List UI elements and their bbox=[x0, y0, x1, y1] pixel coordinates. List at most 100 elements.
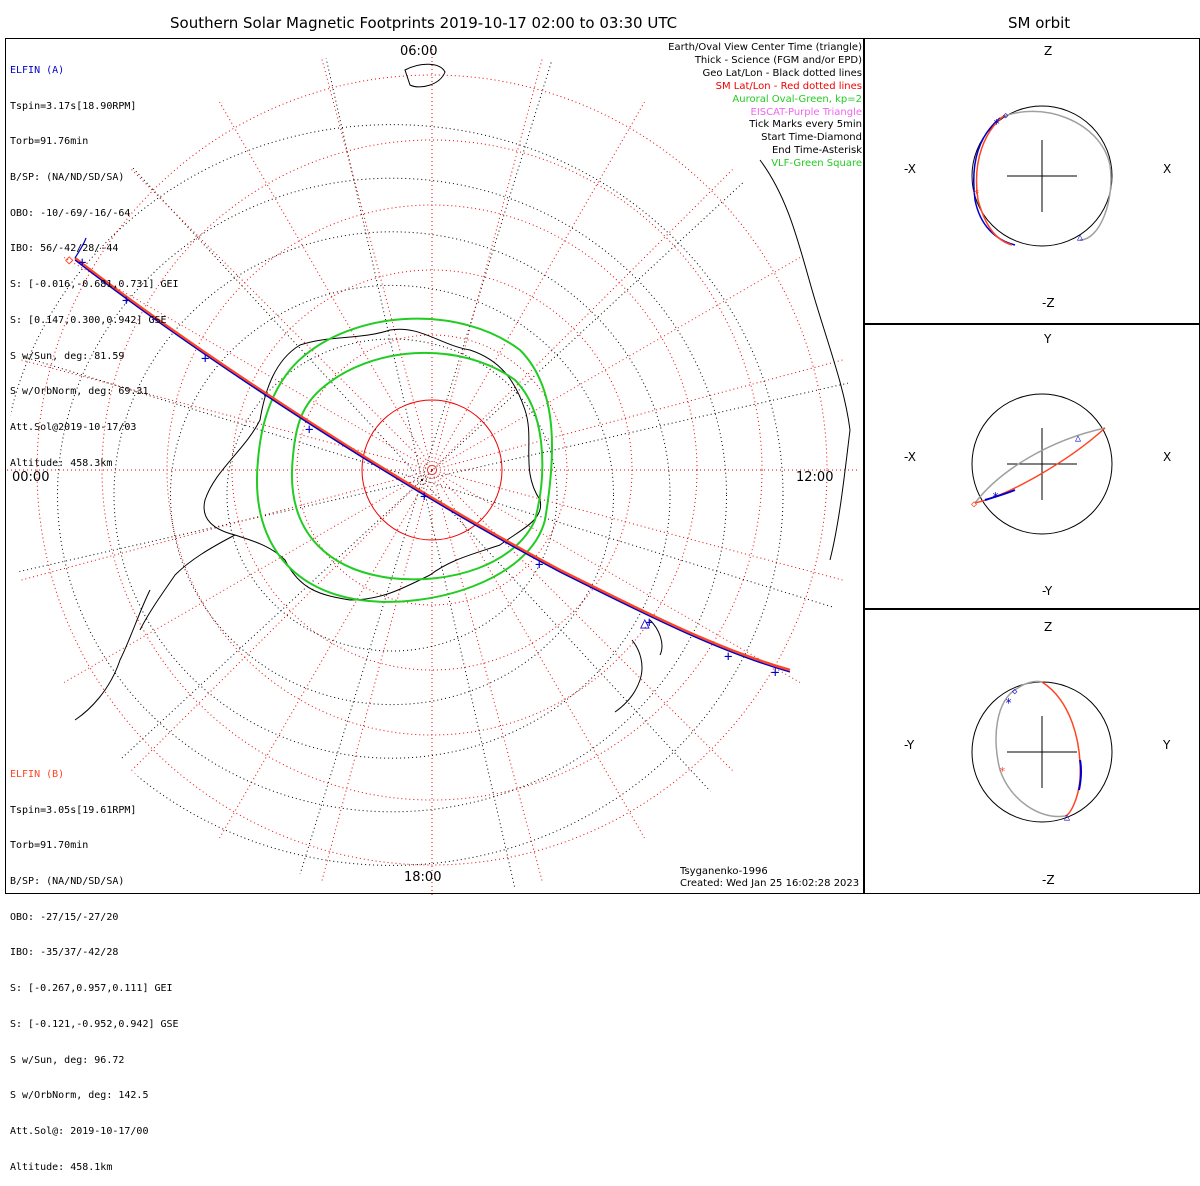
panel3-diamond: ◇ bbox=[1012, 687, 1018, 697]
elfin-b-line: Tspin=3.05s[19.61RPM] bbox=[10, 804, 137, 816]
sm-lon-line bbox=[431, 158, 744, 471]
elfin-b-line: S: [-0.121,-0.952,0.942] GSE bbox=[10, 1018, 179, 1030]
plot-title: Southern Solar Magnetic Footprints 2019-… bbox=[170, 14, 678, 32]
elfin-a-start-hook bbox=[74, 237, 87, 259]
panel3-orbit-grey2 bbox=[1017, 680, 1043, 689]
panel3-right-label: Y bbox=[1163, 738, 1171, 752]
panel2-diamond: ◇ bbox=[971, 499, 977, 510]
panel1-asterisk-b: * bbox=[973, 187, 980, 200]
elfin-b-line: S w/Sun, deg: 96.72 bbox=[10, 1054, 125, 1066]
elfin-a-line: OBO: -10/-69/-16/-64 bbox=[10, 207, 131, 219]
elfin-b-line: S: [-0.267,0.957,0.111] GEI bbox=[10, 983, 173, 995]
geo-lat-circle bbox=[57, 177, 727, 813]
elfin-a-line: IBO: 56/-42/28/-44 bbox=[10, 243, 119, 255]
panel3-bottom-label: -Z bbox=[1042, 873, 1055, 887]
sm-lon-line bbox=[50, 249, 433, 471]
legend-entry: Geo Lat/Lon - Black dotted lines bbox=[702, 67, 862, 79]
panel2-orbit-blue bbox=[984, 489, 1016, 501]
panel1-plot: * △ ◇ * bbox=[971, 105, 1113, 247]
sm-lon-line bbox=[317, 45, 433, 471]
sm-lon-line bbox=[431, 469, 744, 782]
footprint-tracks bbox=[74, 237, 791, 673]
panel1-left-label: -X bbox=[904, 162, 916, 176]
elfin-b-line: IBO: -35/37/-42/28 bbox=[10, 947, 119, 959]
geo-lat-circle bbox=[226, 338, 558, 652]
geo-latlon-grid bbox=[7, 45, 857, 895]
panel1-end-asterisk: * bbox=[993, 117, 1000, 131]
elfin-b-line: Att.Sol@: 2019-10-17/00 bbox=[10, 1126, 149, 1137]
elfin-a-line: Tspin=3.17s[18.90RPM] bbox=[10, 100, 137, 112]
panel1-right-label: X bbox=[1163, 162, 1172, 176]
panel3-plot: * ◇ △ * bbox=[971, 680, 1113, 823]
panel2-asterisk: * bbox=[992, 490, 999, 504]
sm-lat-circle bbox=[361, 399, 503, 541]
elfin-b-line: Torb=91.70min bbox=[10, 840, 89, 852]
elfin-a-line: Altitude: 458.3km bbox=[10, 457, 113, 469]
geo-lon-line bbox=[285, 479, 423, 895]
geo-lon-line bbox=[421, 479, 525, 895]
panel2-triangle: △ bbox=[1075, 433, 1081, 444]
sm-lon-line bbox=[431, 469, 653, 852]
elfin-b-line: S w/OrbNorm, deg: 142.5 bbox=[10, 1090, 149, 1102]
tick-mark: + bbox=[535, 557, 543, 573]
panel1-earth-circle bbox=[971, 105, 1113, 247]
geo-lat-circle bbox=[7, 124, 784, 866]
panel2-top-label: Y bbox=[1044, 332, 1052, 346]
tick-mark: + bbox=[420, 489, 428, 505]
panel3-triangle: △ bbox=[1064, 812, 1070, 823]
geo-lon-line bbox=[109, 142, 423, 481]
credits: Tsyganenko-1996 Created: Wed Jan 25 16:02… bbox=[680, 866, 859, 890]
elfin-a-line: S: [0.147,0.300,0.942] GSE bbox=[10, 314, 167, 326]
tick-mark: + bbox=[645, 615, 653, 631]
geo-lon-line bbox=[7, 479, 423, 583]
panel1-orbit-b-red bbox=[975, 114, 1013, 246]
auroral-ovals bbox=[256, 317, 553, 603]
tick-mark: + bbox=[724, 649, 732, 665]
auroral-oval-inner bbox=[290, 351, 544, 581]
panel1-orbit-b bbox=[999, 110, 1112, 241]
panel2-plot: * △ ◇ bbox=[971, 393, 1113, 535]
mlt-label-00: 00:00 bbox=[12, 470, 50, 485]
sm-latlon-grid bbox=[7, 45, 857, 895]
tick-mark: + bbox=[305, 422, 313, 438]
elfin-a-info: ELFIN (A) Tspin=3.17s[18.90RPM] Torb=91.… bbox=[10, 41, 179, 482]
sm-lon-line bbox=[211, 88, 433, 471]
sm-lon-line bbox=[431, 469, 547, 895]
legend-entry: EISCAT-Purple Triangle bbox=[750, 106, 863, 118]
panel3-asterisk-b: * bbox=[999, 765, 1006, 778]
tick-mark: + bbox=[771, 665, 779, 681]
view-center-triangle: △ bbox=[640, 613, 650, 632]
elfin-b-line: OBO: -27/15/-27/20 bbox=[10, 911, 119, 923]
legend-entry: VLF-Green Square bbox=[771, 158, 862, 170]
elfin-a-line: S w/OrbNorm, deg: 69.31 bbox=[10, 386, 149, 398]
sm-lon-line bbox=[120, 158, 433, 471]
elfin-a-line: S w/Sun, deg: 81.59 bbox=[10, 350, 125, 362]
elfin-b-name: ELFIN (B) bbox=[10, 768, 65, 780]
sm-orbit-title: SM orbit bbox=[1008, 14, 1071, 32]
tick-mark: + bbox=[201, 351, 209, 367]
panel1-top-label: Z bbox=[1044, 44, 1053, 58]
sm-lat-circle bbox=[101, 139, 763, 801]
panel3-orbit-grey bbox=[995, 687, 1066, 818]
geo-lon-line bbox=[7, 343, 423, 481]
madagascar bbox=[404, 63, 446, 88]
panel2-right-label: X bbox=[1163, 450, 1172, 464]
tick-mark: + bbox=[78, 255, 86, 271]
legend-entry: Start Time-Diamond bbox=[761, 132, 862, 144]
tick-mark: + bbox=[122, 293, 130, 309]
sm-lon-line bbox=[431, 355, 857, 471]
auroral-oval-outer bbox=[256, 317, 553, 603]
legend-entry: Earth/Oval View Center Time (triangle) bbox=[668, 42, 862, 53]
antarctic-peninsula bbox=[139, 534, 236, 631]
sm-lon-line bbox=[431, 88, 653, 471]
sm-lon-line bbox=[431, 249, 814, 471]
coastline-antarctica bbox=[74, 63, 851, 721]
legend-entry: Auroral Oval-Green, kp=2 bbox=[732, 93, 862, 105]
legend-entry: Thick - Science (FGM and/or EPD) bbox=[694, 54, 862, 66]
panel3-asterisk: * bbox=[1005, 696, 1012, 710]
legend-entry: End Time-Asterisk bbox=[771, 145, 862, 157]
mlt-label-18: 18:00 bbox=[404, 870, 442, 885]
sm-lon-line bbox=[431, 469, 814, 691]
geo-lon-line bbox=[421, 377, 857, 481]
panel1-bottom-label: -Z bbox=[1042, 296, 1055, 310]
